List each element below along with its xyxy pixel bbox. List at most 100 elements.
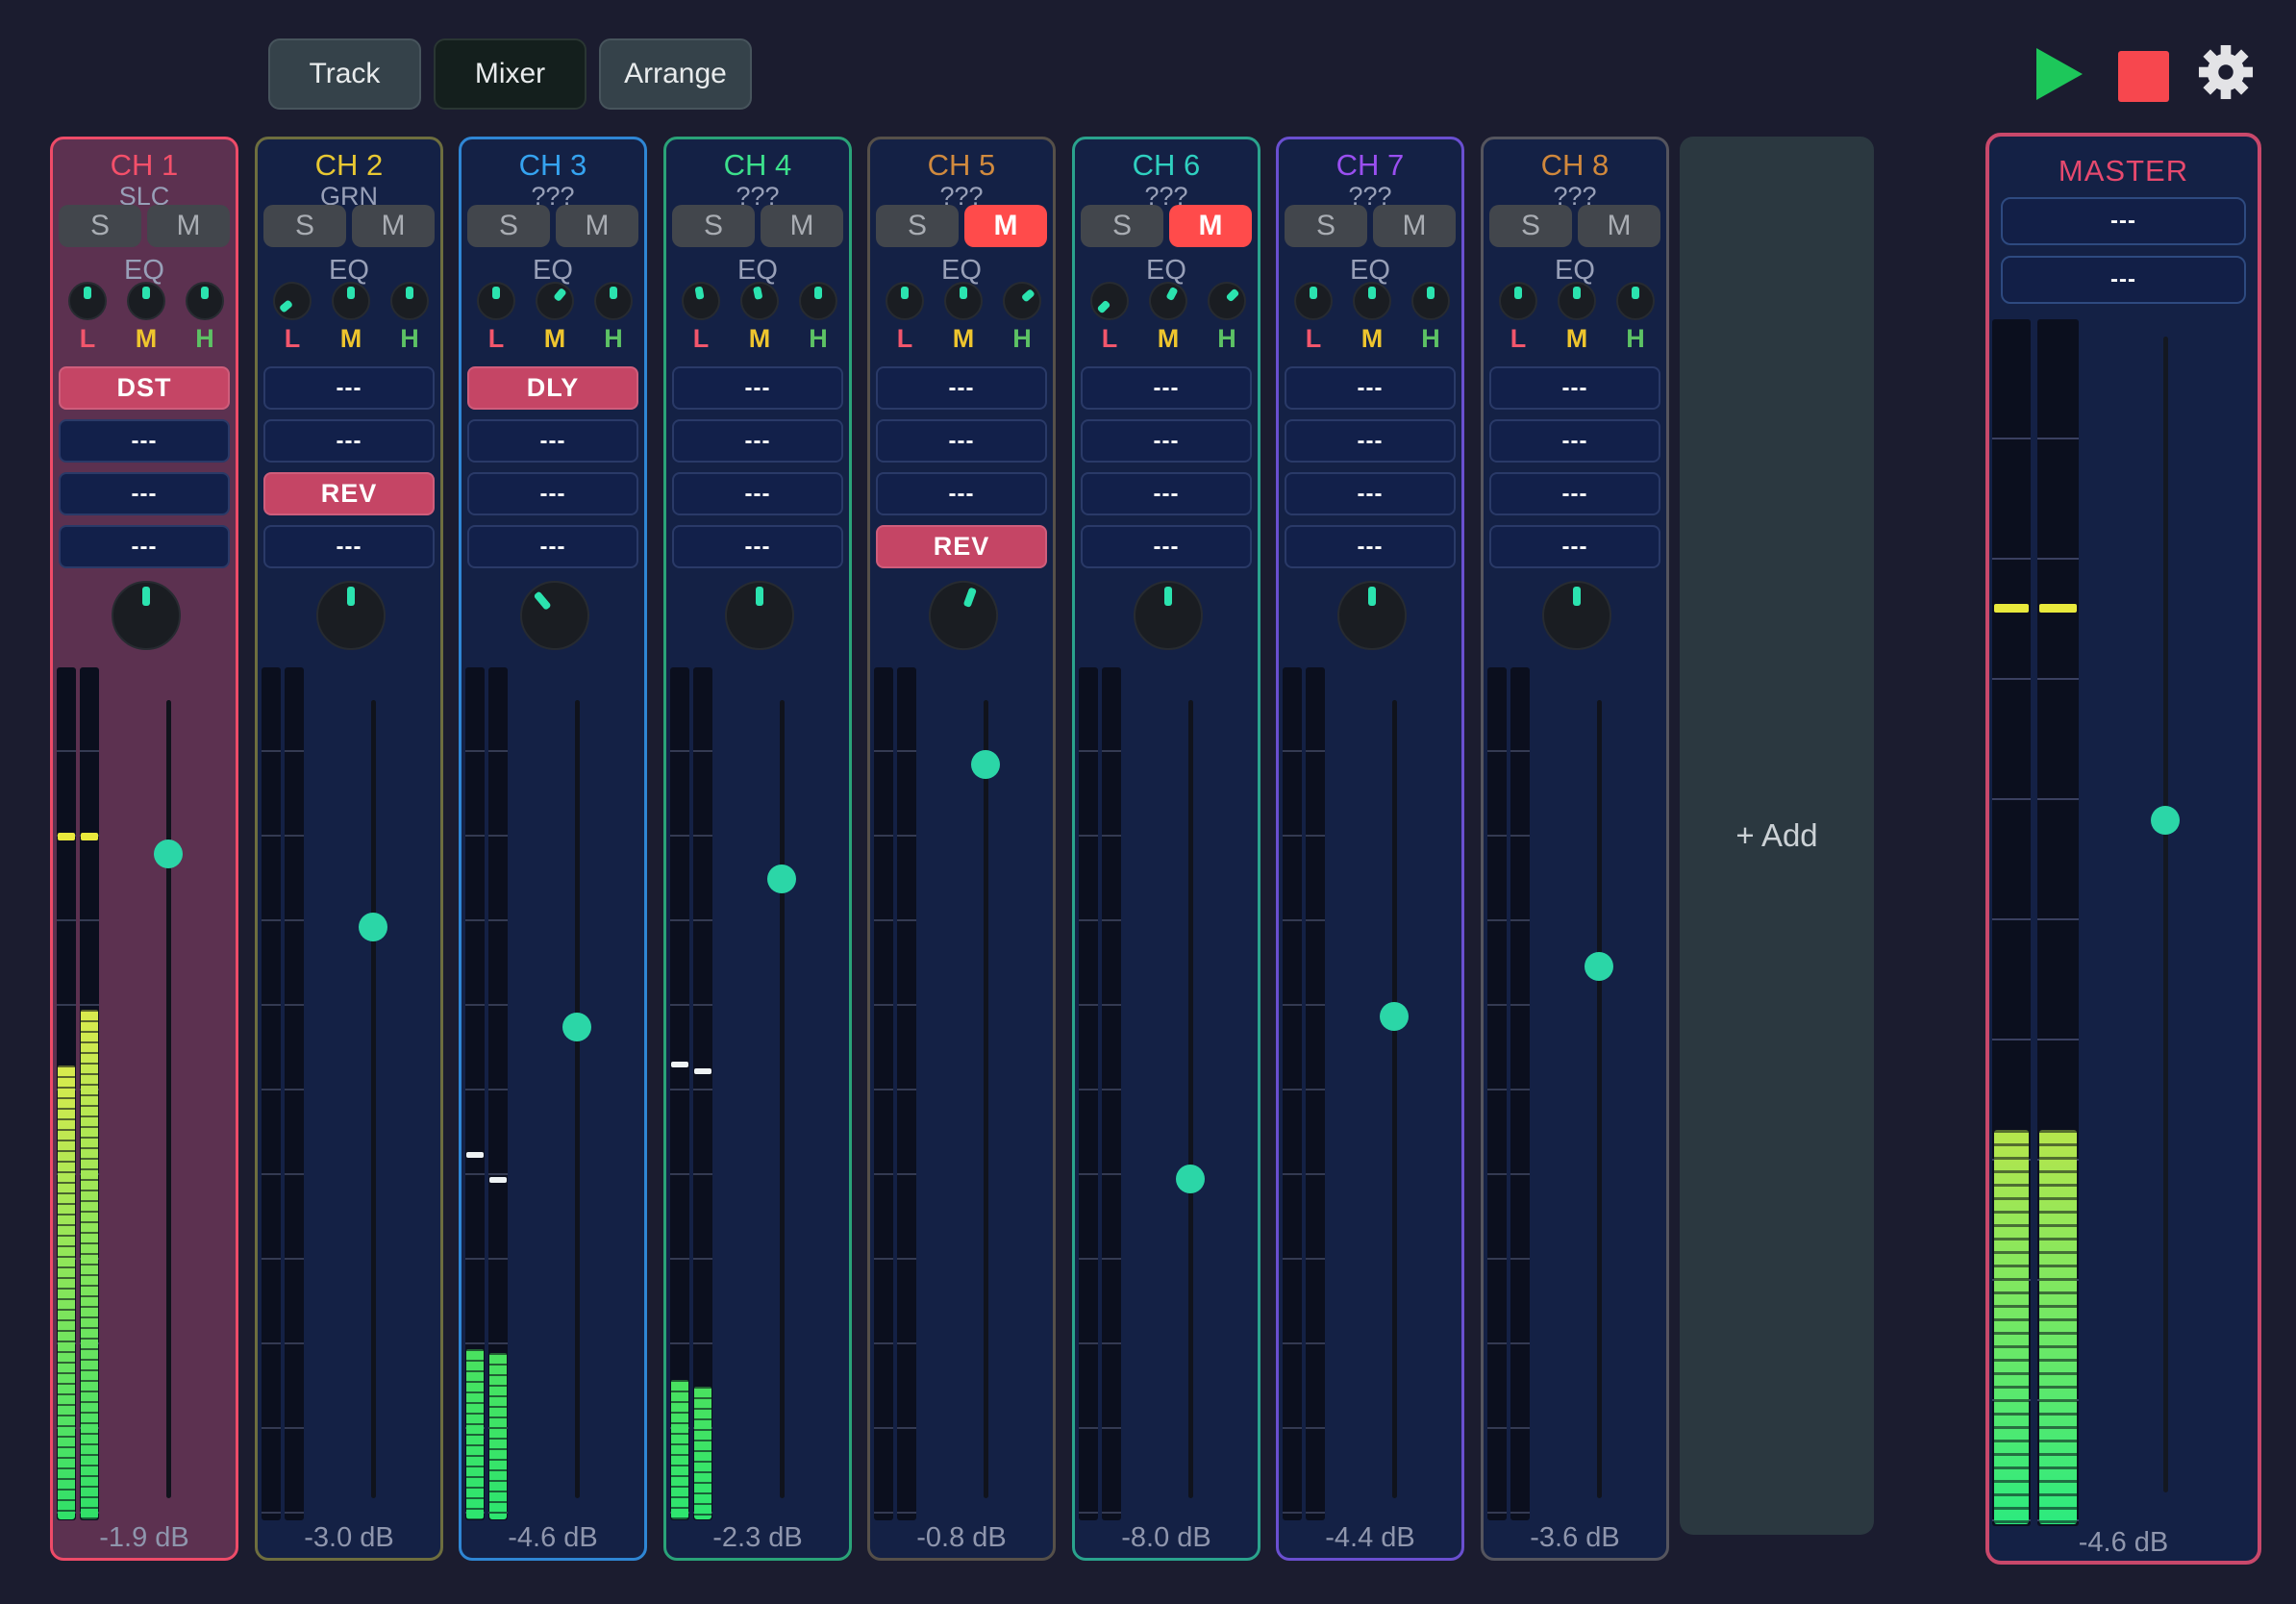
solo-button[interactable]: S [876, 205, 959, 247]
solo-button[interactable]: S [1489, 205, 1572, 247]
settings-button[interactable] [2198, 44, 2254, 100]
eq-mid-knob[interactable] [1353, 282, 1391, 320]
insert-slot-4[interactable]: --- [1489, 525, 1660, 568]
insert-slot-2[interactable]: --- [1081, 419, 1252, 463]
fader-handle[interactable] [359, 913, 387, 941]
stop-button[interactable] [2118, 51, 2169, 102]
solo-button[interactable]: S [263, 205, 346, 247]
eq-mid-knob[interactable] [332, 282, 370, 320]
channel-strip-6[interactable]: CH 6 ??? S M EQ L M H --- --- --- --- -8… [1072, 137, 1260, 1561]
master-fader-handle[interactable] [2151, 806, 2180, 835]
solo-button[interactable]: S [467, 205, 550, 247]
insert-slot-4[interactable]: REV [876, 525, 1047, 568]
insert-slot-3[interactable]: --- [672, 472, 843, 515]
insert-slot-3[interactable]: --- [876, 472, 1047, 515]
insert-slot-3[interactable]: --- [467, 472, 638, 515]
insert-slot-1[interactable]: --- [672, 366, 843, 410]
mute-button[interactable]: M [1373, 205, 1456, 247]
insert-slot-3[interactable]: --- [1489, 472, 1660, 515]
master-insert-slot-2[interactable]: --- [2001, 256, 2246, 304]
insert-slot-3[interactable]: --- [1081, 472, 1252, 515]
insert-slot-2[interactable]: --- [672, 419, 843, 463]
mute-button[interactable]: M [1578, 205, 1660, 247]
insert-slot-1[interactable]: --- [1081, 366, 1252, 410]
solo-button[interactable]: S [672, 205, 755, 247]
solo-button[interactable]: S [1081, 205, 1163, 247]
eq-high-knob[interactable] [594, 282, 633, 320]
insert-slot-1[interactable]: --- [1285, 366, 1456, 410]
insert-slot-3[interactable]: --- [1285, 472, 1456, 515]
insert-slot-3[interactable]: --- [59, 472, 230, 515]
eq-low-knob[interactable] [1294, 282, 1333, 320]
insert-slot-2[interactable]: --- [59, 419, 230, 463]
channel-strip-3[interactable]: CH 3 ??? S M EQ L M H DLY --- --- --- -4… [459, 137, 647, 1561]
mute-button[interactable]: M [761, 205, 843, 247]
mute-button[interactable]: M [147, 205, 230, 247]
insert-slot-4[interactable]: --- [59, 525, 230, 568]
eq-high-knob[interactable] [390, 282, 429, 320]
insert-slot-1[interactable]: --- [876, 366, 1047, 410]
tab-arrange[interactable]: Arrange [599, 38, 752, 110]
insert-slot-1[interactable]: DLY [467, 366, 638, 410]
fader-handle[interactable] [562, 1013, 591, 1041]
fader-handle[interactable] [1585, 952, 1613, 981]
fader-handle[interactable] [1380, 1002, 1409, 1031]
channel-strip-4[interactable]: CH 4 ??? S M EQ L M H --- --- --- --- -2… [663, 137, 852, 1561]
mute-button[interactable]: M [964, 205, 1047, 247]
eq-high-label: H [1411, 324, 1450, 354]
eq-high-knob[interactable] [1616, 282, 1655, 320]
pan-knob[interactable] [1337, 581, 1407, 650]
insert-slot-1[interactable]: --- [1489, 366, 1660, 410]
pan-knob[interactable] [112, 581, 181, 650]
insert-slot-2[interactable]: --- [263, 419, 435, 463]
solo-button[interactable]: S [59, 205, 141, 247]
eq-high-knob[interactable] [186, 282, 224, 320]
channel-strip-2[interactable]: CH 2 GRN S M EQ L M H --- --- REV --- -3… [255, 137, 443, 1561]
fader-handle[interactable] [1176, 1165, 1205, 1193]
insert-slot-4[interactable]: --- [672, 525, 843, 568]
insert-slot-1[interactable]: DST [59, 366, 230, 410]
eq-low-knob[interactable] [477, 282, 515, 320]
insert-slot-4[interactable]: --- [1285, 525, 1456, 568]
solo-button[interactable]: S [1285, 205, 1367, 247]
pan-knob[interactable] [316, 581, 386, 650]
insert-slot-2[interactable]: --- [876, 419, 1047, 463]
insert-slot-4[interactable]: --- [263, 525, 435, 568]
tab-mixer[interactable]: Mixer [434, 38, 586, 110]
pan-knob[interactable] [1134, 581, 1203, 650]
pan-knob[interactable] [1542, 581, 1611, 650]
master-insert-slot-1[interactable]: --- [2001, 197, 2246, 245]
fader-handle[interactable] [154, 840, 183, 868]
insert-slot-3[interactable]: REV [263, 472, 435, 515]
channel-strip-5[interactable]: CH 5 ??? S M EQ L M H --- --- --- REV -0… [867, 137, 1056, 1561]
pan-knob[interactable] [506, 566, 603, 664]
tab-track[interactable]: Track [268, 38, 421, 110]
add-channel-button[interactable]: + Add [1680, 137, 1874, 1535]
mute-button[interactable]: M [556, 205, 638, 247]
mute-button[interactable]: M [1169, 205, 1252, 247]
eq-mid-knob[interactable] [127, 282, 165, 320]
insert-slot-1[interactable]: --- [263, 366, 435, 410]
eq-low-knob[interactable] [886, 282, 924, 320]
eq-mid-knob[interactable] [1558, 282, 1596, 320]
eq-high-knob[interactable] [799, 282, 837, 320]
master-strip[interactable]: MASTER ------ -4.6 dB [1985, 133, 2261, 1565]
eq-mid-knob[interactable] [944, 282, 983, 320]
eq-high-knob[interactable] [1411, 282, 1450, 320]
insert-slot-4[interactable]: --- [467, 525, 638, 568]
insert-slot-2[interactable]: --- [1489, 419, 1660, 463]
eq-low-knob[interactable] [1499, 282, 1537, 320]
fader-handle[interactable] [971, 750, 1000, 779]
pan-knob[interactable] [919, 571, 1008, 660]
pan-knob[interactable] [725, 581, 794, 650]
insert-slot-2[interactable]: --- [467, 419, 638, 463]
mute-button[interactable]: M [352, 205, 435, 247]
insert-slot-4[interactable]: --- [1081, 525, 1252, 568]
eq-low-knob[interactable] [68, 282, 107, 320]
fader-handle[interactable] [767, 865, 796, 893]
channel-strip-8[interactable]: CH 8 ??? S M EQ L M H --- --- --- --- -3… [1481, 137, 1669, 1561]
channel-strip-1[interactable]: CH 1 SLC S M EQ L M H DST --- --- --- -1… [50, 137, 238, 1561]
channel-strip-7[interactable]: CH 7 ??? S M EQ L M H --- --- --- --- -4… [1276, 137, 1464, 1561]
play-button[interactable] [2036, 48, 2083, 100]
insert-slot-2[interactable]: --- [1285, 419, 1456, 463]
